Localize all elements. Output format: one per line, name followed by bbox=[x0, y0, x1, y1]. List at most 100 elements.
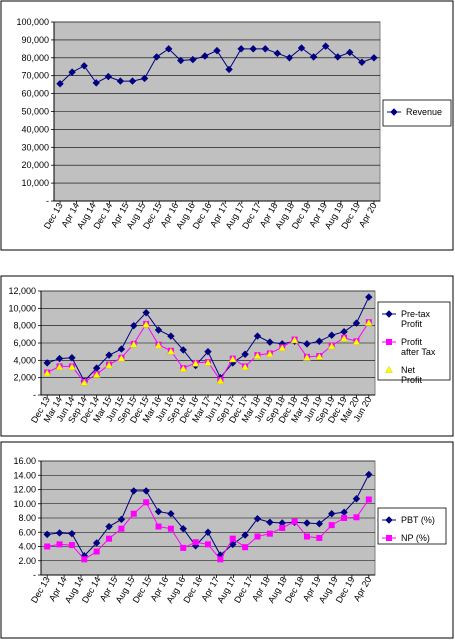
profit-series-0-point bbox=[315, 337, 324, 345]
chart-layer: - 10,000 20,000 30,000 40,000 50,000 60,000 70,… bbox=[8, 17, 452, 605]
profit-series-2-point bbox=[303, 353, 311, 361]
margin-series-1-point bbox=[328, 522, 335, 529]
revenue-series-0-point bbox=[273, 49, 282, 58]
margin-y-tick-label: 10.00 bbox=[13, 499, 36, 509]
profit-series-0-point bbox=[167, 332, 175, 340]
margin-series-0-point bbox=[55, 529, 64, 537]
profit-series-2-point bbox=[228, 355, 237, 363]
profit-y-tick-label: 8,000 bbox=[13, 321, 36, 331]
profit-y-tick-label: - bbox=[33, 390, 36, 400]
margin-series-1-point bbox=[316, 534, 323, 541]
margin-series-0-point bbox=[315, 519, 324, 528]
margin-series-1-point bbox=[68, 542, 75, 549]
profit-series-0-point bbox=[266, 338, 274, 346]
revenue-series-0-point bbox=[285, 54, 294, 62]
margin-series-1-point bbox=[44, 543, 51, 550]
revenue-legend-label-line: Revenue bbox=[406, 107, 442, 117]
profit-series-0-point bbox=[179, 346, 187, 354]
profit-legend-label-line: Profit bbox=[401, 375, 423, 385]
revenue-y-tick-label: 10,000 bbox=[21, 178, 49, 188]
profit-y-tick-label: 12,000 bbox=[8, 286, 36, 296]
revenue-series-0-point bbox=[334, 53, 342, 61]
revenue-series-0-point bbox=[321, 42, 330, 50]
profit-legend-label-line: after Tax bbox=[401, 347, 436, 357]
revenue-series-0-point bbox=[201, 52, 209, 60]
profit-series-0-point bbox=[55, 354, 64, 363]
margin-series-0-point bbox=[204, 528, 212, 536]
margin-legend-marker bbox=[385, 516, 393, 524]
margin-series-1-point bbox=[303, 533, 310, 540]
margin-series-0-point bbox=[43, 530, 51, 539]
revenue-legend-label: Revenue bbox=[406, 107, 442, 117]
profit-legend-label: Profit after Tax bbox=[401, 337, 436, 357]
profit-series-0-point bbox=[204, 347, 212, 356]
margin-y-tick-label: 14.00 bbox=[13, 470, 36, 480]
revenue-series-0-point bbox=[152, 53, 161, 61]
margin-series-1-point bbox=[217, 556, 224, 563]
profit-series-0-point bbox=[253, 332, 262, 340]
profit-series-2-point bbox=[340, 334, 349, 342]
margin-y-tick-label: - bbox=[33, 570, 36, 580]
profit-series-0-point bbox=[130, 321, 138, 330]
profit-series-2-point bbox=[352, 338, 361, 345]
profit-series-2-point bbox=[92, 371, 101, 378]
margin-series-0-point bbox=[68, 529, 76, 538]
profit-legend-label-line: Profit bbox=[401, 319, 423, 329]
revenue-series-0-point bbox=[309, 53, 318, 61]
profit-series-0-point bbox=[43, 359, 51, 367]
revenue-series-0-point bbox=[80, 62, 88, 70]
revenue-series-0-point bbox=[164, 45, 173, 53]
margin-series-1-point bbox=[180, 544, 187, 551]
margin-y-tick-label: 8.00 bbox=[18, 513, 36, 523]
margin-series-1-point bbox=[81, 556, 88, 563]
profit-series-2-point bbox=[278, 344, 287, 351]
profit-series-2-point bbox=[67, 363, 76, 371]
profit-legend-label-line: Profit bbox=[401, 337, 423, 347]
revenue-y-tick-label: - bbox=[46, 196, 49, 206]
profit-legend-label: Net Profit bbox=[401, 365, 423, 385]
margin-series-0-point bbox=[154, 507, 163, 516]
margin-series-1-point bbox=[341, 515, 348, 521]
profit-series-2-point bbox=[327, 342, 336, 350]
profit-series-2-point bbox=[204, 358, 212, 366]
margin-series-1-point bbox=[254, 533, 261, 540]
margin-y-tick-label: 6.00 bbox=[18, 527, 36, 537]
margin-series-0-point bbox=[352, 495, 361, 503]
revenue-series-0-point bbox=[297, 44, 306, 52]
profit-series-0-point bbox=[154, 326, 163, 334]
profit-series-2-point bbox=[105, 361, 113, 369]
profit-series-0-point bbox=[327, 331, 336, 339]
profit-series-0-point bbox=[117, 345, 126, 353]
margin-series-0-point bbox=[365, 470, 373, 479]
revenue-series-0-point bbox=[104, 72, 113, 81]
profit-series-2-point bbox=[364, 319, 373, 326]
margin-series-1-point bbox=[365, 496, 372, 503]
revenue-series-0-point bbox=[92, 79, 100, 87]
profit-legend-label-line: Pre-tax bbox=[401, 309, 431, 319]
profit-y-tick-label: 10,000 bbox=[8, 303, 36, 313]
margin-series-1-point bbox=[106, 535, 113, 542]
profit-series-2-point bbox=[216, 377, 225, 384]
profit-series-2-point bbox=[142, 320, 151, 328]
profit-series-0-point bbox=[352, 319, 361, 327]
profit-legend-marker bbox=[386, 339, 392, 345]
profit-series-2-point bbox=[191, 359, 200, 367]
profit-series-2-point bbox=[241, 363, 250, 371]
revenue-series-0-point bbox=[177, 56, 185, 65]
profit-series-0-point bbox=[68, 354, 76, 362]
profit-series-2-point bbox=[117, 354, 126, 362]
margin-series-1-point bbox=[118, 525, 125, 532]
profit-series-0-point bbox=[303, 340, 311, 348]
revenue-series-0-point bbox=[213, 46, 221, 55]
margin-y-tick-label: 2.00 bbox=[18, 556, 36, 566]
margin-series-0-point bbox=[303, 519, 311, 527]
revenue-series-0-point bbox=[358, 58, 366, 66]
margin-series-0-point bbox=[92, 539, 101, 547]
profit-series-2-point bbox=[80, 378, 89, 386]
revenue-series-0-point bbox=[116, 77, 125, 85]
revenue-series-0-point bbox=[237, 45, 245, 53]
revenue-y-tick-label: 50,000 bbox=[21, 107, 49, 117]
margin-series-0-point bbox=[266, 518, 274, 526]
margin-y-tick-label: 16.00 bbox=[13, 456, 36, 466]
